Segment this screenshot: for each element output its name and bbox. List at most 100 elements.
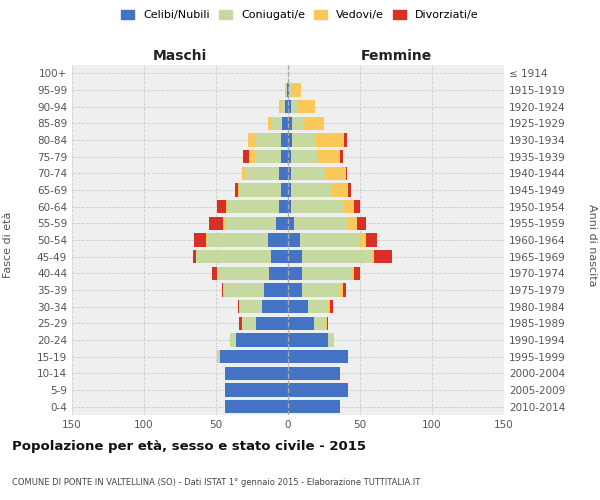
Bar xyxy=(314,316,325,330)
Bar xyxy=(220,350,288,364)
Bar xyxy=(288,200,291,213)
Bar xyxy=(288,216,294,230)
Bar xyxy=(255,150,281,164)
Bar xyxy=(340,284,343,296)
Text: COMUNE DI PONTE IN VALTELLINA (SO) - Dati ISTAT 1° gennaio 2015 - Elaborazione T: COMUNE DI PONTE IN VALTELLINA (SO) - Dat… xyxy=(12,478,420,487)
Bar xyxy=(354,200,360,213)
Bar xyxy=(235,184,238,196)
Bar xyxy=(291,100,298,114)
Bar xyxy=(343,284,346,296)
Bar xyxy=(291,200,343,213)
Bar xyxy=(268,234,288,246)
Bar xyxy=(238,300,239,314)
Bar xyxy=(354,266,360,280)
Bar xyxy=(249,150,255,164)
Bar xyxy=(288,250,302,264)
Bar xyxy=(288,316,314,330)
Bar xyxy=(357,216,366,230)
Bar xyxy=(343,200,354,213)
Bar xyxy=(288,350,349,364)
Bar xyxy=(271,116,282,130)
Bar xyxy=(317,150,340,164)
Bar xyxy=(242,316,256,330)
Bar xyxy=(271,250,288,264)
Bar xyxy=(288,384,349,396)
Bar xyxy=(360,234,366,246)
Bar xyxy=(288,300,308,314)
Bar xyxy=(308,300,328,314)
Bar xyxy=(302,266,352,280)
Bar xyxy=(288,266,302,280)
Bar xyxy=(288,334,328,346)
Bar xyxy=(291,166,325,180)
Bar xyxy=(230,334,236,346)
Bar xyxy=(331,184,349,196)
Bar xyxy=(277,216,288,230)
Bar xyxy=(248,134,255,146)
Legend: Celibi/Nubili, Coniugati/e, Vedovi/e, Divorziati/e: Celibi/Nubili, Coniugati/e, Vedovi/e, Di… xyxy=(117,6,483,25)
Bar xyxy=(302,284,340,296)
Bar xyxy=(285,84,287,96)
Bar xyxy=(282,116,288,130)
Bar xyxy=(316,134,344,146)
Bar xyxy=(294,216,349,230)
Bar xyxy=(227,200,280,213)
Bar xyxy=(366,234,377,246)
Bar xyxy=(281,150,288,164)
Bar xyxy=(292,134,316,146)
Bar xyxy=(288,116,292,130)
Bar xyxy=(288,100,291,114)
Bar xyxy=(288,400,340,413)
Bar xyxy=(374,250,392,264)
Bar xyxy=(239,316,242,330)
Bar xyxy=(217,266,269,280)
Bar xyxy=(288,184,291,196)
Bar xyxy=(349,216,357,230)
Bar xyxy=(280,166,288,180)
Bar xyxy=(288,284,302,296)
Bar xyxy=(224,384,288,396)
Bar xyxy=(224,400,288,413)
Bar xyxy=(194,234,206,246)
Bar xyxy=(291,150,317,164)
Bar xyxy=(263,284,288,296)
Bar xyxy=(268,116,271,130)
Bar xyxy=(206,234,208,246)
Bar xyxy=(208,234,268,246)
Bar xyxy=(291,184,331,196)
Bar xyxy=(346,166,347,180)
Bar xyxy=(328,300,330,314)
Bar xyxy=(281,100,285,114)
Bar xyxy=(223,216,224,230)
Bar xyxy=(262,300,288,314)
Bar xyxy=(223,284,263,296)
Bar xyxy=(280,100,281,114)
Bar xyxy=(285,100,288,114)
Bar xyxy=(287,84,288,96)
Bar xyxy=(281,184,288,196)
Bar xyxy=(298,100,316,114)
Bar xyxy=(371,250,374,264)
Bar xyxy=(224,366,288,380)
Bar xyxy=(288,150,291,164)
Bar xyxy=(304,116,324,130)
Bar xyxy=(288,234,299,246)
Bar xyxy=(280,200,288,213)
Bar xyxy=(244,150,249,164)
Bar xyxy=(217,350,220,364)
Bar xyxy=(325,316,327,330)
Bar xyxy=(292,84,301,96)
Bar xyxy=(255,134,281,146)
Text: Anni di nascita: Anni di nascita xyxy=(587,204,597,286)
Bar xyxy=(288,84,289,96)
Text: Popolazione per età, sesso e stato civile - 2015: Popolazione per età, sesso e stato civil… xyxy=(12,440,366,453)
Bar xyxy=(340,150,343,164)
Bar xyxy=(239,300,262,314)
Bar xyxy=(327,316,328,330)
Bar xyxy=(241,184,281,196)
Bar xyxy=(289,84,292,96)
Bar xyxy=(281,134,288,146)
Bar xyxy=(288,366,340,380)
Bar xyxy=(196,250,271,264)
Bar xyxy=(193,250,196,264)
